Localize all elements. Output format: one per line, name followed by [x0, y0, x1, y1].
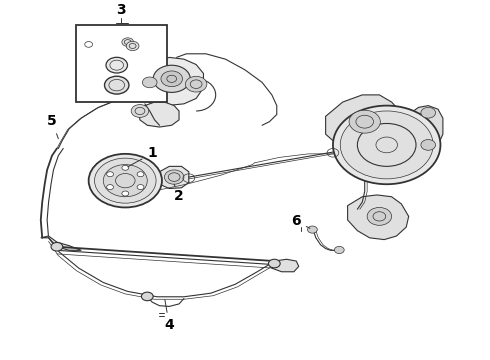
- Circle shape: [137, 185, 144, 190]
- Circle shape: [153, 65, 190, 93]
- Circle shape: [137, 172, 144, 177]
- Text: 4: 4: [164, 300, 174, 332]
- Circle shape: [89, 154, 162, 207]
- Polygon shape: [159, 166, 189, 189]
- Circle shape: [185, 76, 207, 92]
- Circle shape: [269, 259, 280, 268]
- Circle shape: [126, 41, 139, 51]
- Circle shape: [107, 172, 114, 177]
- Circle shape: [103, 165, 147, 197]
- Circle shape: [142, 292, 153, 301]
- Polygon shape: [404, 105, 443, 150]
- Text: 1: 1: [128, 147, 157, 167]
- Circle shape: [122, 191, 129, 196]
- Circle shape: [106, 57, 127, 73]
- Circle shape: [143, 77, 157, 88]
- Circle shape: [107, 185, 114, 190]
- Text: 5: 5: [47, 114, 58, 139]
- Circle shape: [164, 170, 184, 184]
- Polygon shape: [139, 102, 179, 127]
- Circle shape: [95, 158, 156, 203]
- Text: 6: 6: [292, 214, 310, 228]
- Circle shape: [421, 140, 436, 150]
- Circle shape: [122, 165, 129, 170]
- Circle shape: [104, 76, 129, 94]
- Circle shape: [161, 71, 182, 87]
- Circle shape: [349, 110, 380, 133]
- Circle shape: [334, 246, 344, 253]
- Circle shape: [421, 107, 436, 118]
- Circle shape: [51, 243, 63, 251]
- Bar: [76, 25, 167, 102]
- Polygon shape: [272, 259, 299, 272]
- Circle shape: [131, 104, 149, 117]
- Polygon shape: [41, 236, 81, 250]
- Text: 3: 3: [117, 4, 126, 18]
- Text: 2: 2: [174, 184, 184, 203]
- Circle shape: [122, 38, 134, 46]
- Circle shape: [333, 105, 441, 184]
- Circle shape: [340, 111, 433, 179]
- Polygon shape: [140, 57, 203, 105]
- Circle shape: [308, 226, 318, 233]
- Circle shape: [367, 207, 392, 225]
- Polygon shape: [326, 95, 406, 156]
- Polygon shape: [347, 195, 409, 240]
